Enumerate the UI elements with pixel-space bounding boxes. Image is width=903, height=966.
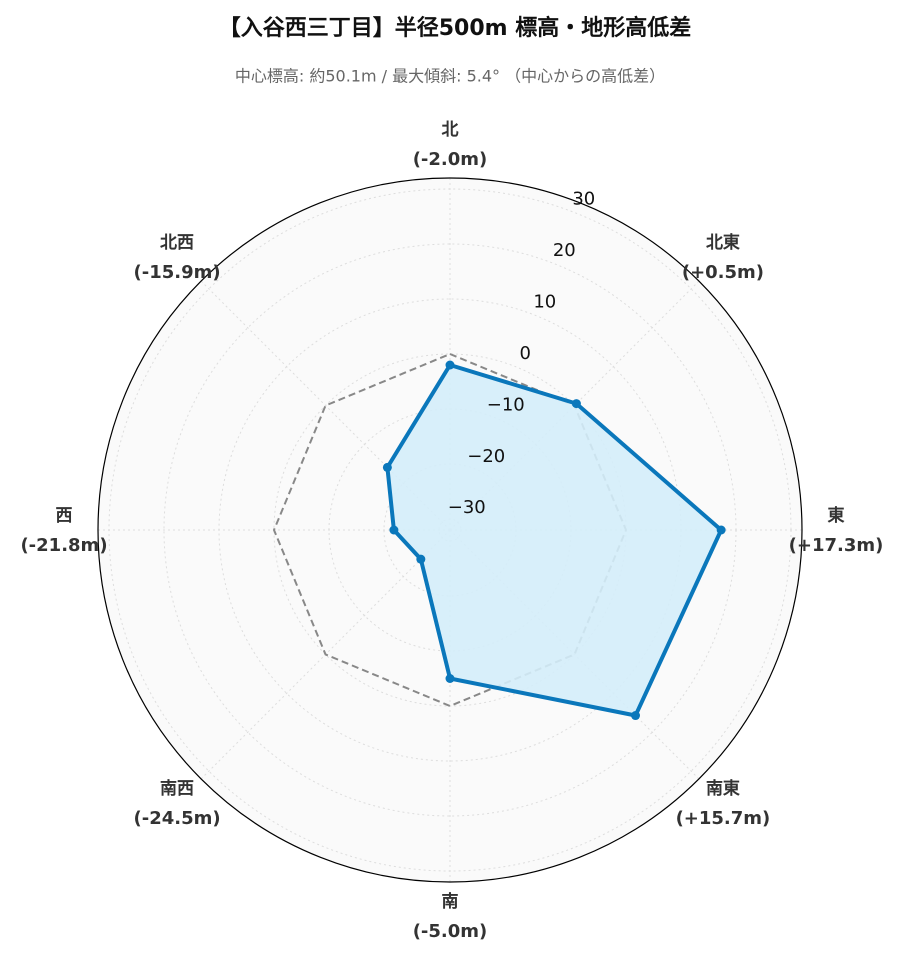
value-label: (-24.5m) (134, 808, 221, 829)
data-point (382, 462, 392, 472)
chart-title: 【入谷西三丁目】半径500m 標高・地形高低差 (219, 15, 692, 41)
data-point (631, 711, 641, 721)
category-label: 南 (442, 891, 459, 912)
chart-subtitle: 中心標高: 約50.1m / 最大傾斜: 5.4° （中心からの高低差） (235, 67, 665, 86)
data-point (445, 674, 455, 683)
r-tick-label: 10 (533, 292, 556, 313)
value-label: (-21.8m) (20, 535, 107, 556)
r-tick-label: −30 (448, 497, 486, 518)
value-label: (-5.0m) (413, 921, 488, 942)
data-point (716, 525, 726, 535)
data-point (416, 554, 426, 564)
data-point (571, 399, 581, 409)
category-label: 北 (442, 120, 459, 140)
category-label: 南西 (160, 778, 194, 799)
plot-border (97, 177, 803, 883)
category-label: 北西 (160, 233, 194, 253)
value-label: (+15.7m) (676, 808, 771, 829)
category-label: 北東 (706, 232, 740, 253)
category-label: 南東 (706, 778, 740, 799)
value-label: (-15.9m) (134, 262, 221, 283)
spoke (200, 280, 451, 531)
value-label: (+0.5m) (682, 262, 764, 283)
r-tick-label: −20 (467, 446, 505, 467)
r-tick-label: −10 (487, 394, 525, 415)
data-point (389, 525, 399, 535)
r-tick-label: 20 (553, 240, 576, 261)
value-label: (-2.0m) (413, 149, 488, 170)
r-tick-label: 0 (520, 343, 531, 364)
category-label: 東 (828, 505, 845, 526)
data-point (445, 360, 455, 370)
r-tick-label: 30 (572, 189, 595, 210)
value-label: (+17.3m) (789, 535, 884, 556)
category-label: 西 (56, 506, 73, 526)
